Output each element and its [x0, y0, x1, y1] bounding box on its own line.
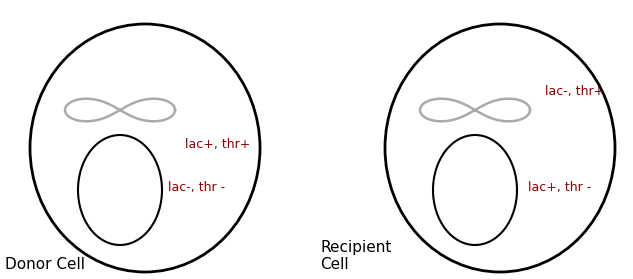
Text: lac-, thr+: lac-, thr+: [545, 85, 605, 98]
Text: lac+, thr+: lac+, thr+: [185, 138, 251, 151]
Text: Recipient
Cell: Recipient Cell: [320, 240, 391, 272]
Text: Donor Cell: Donor Cell: [5, 257, 85, 272]
Text: lac+, thr -: lac+, thr -: [528, 182, 591, 194]
Text: lac-, thr -: lac-, thr -: [168, 182, 225, 194]
